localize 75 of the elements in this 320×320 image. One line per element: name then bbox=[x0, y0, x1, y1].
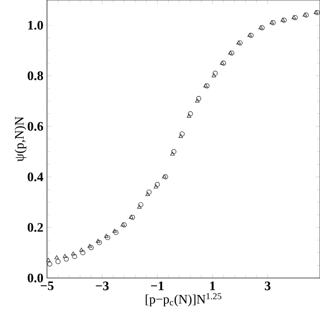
point bbox=[96, 238, 100, 243]
point bbox=[229, 50, 234, 56]
point bbox=[80, 250, 86, 256]
point bbox=[204, 83, 210, 88]
y-axis-title: ψ(p,N)N bbox=[14, 116, 26, 162]
x-tick-label: −5 bbox=[40, 282, 54, 290]
point bbox=[154, 182, 160, 187]
point bbox=[186, 114, 192, 118]
point bbox=[137, 204, 142, 209]
point bbox=[260, 25, 265, 30]
x-tick-label: −1 bbox=[151, 282, 164, 290]
point bbox=[154, 184, 158, 188]
x-tick-label: 3 bbox=[264, 282, 270, 290]
point bbox=[247, 32, 252, 37]
point bbox=[270, 20, 274, 24]
point bbox=[236, 40, 241, 44]
y-tick-label: 0.4 bbox=[28, 172, 44, 182]
point bbox=[47, 262, 52, 267]
point bbox=[248, 32, 254, 38]
y-tick-label: 1.0 bbox=[28, 20, 43, 30]
point bbox=[138, 202, 144, 208]
y-tick-label: 0.8 bbox=[28, 71, 44, 80]
point bbox=[280, 18, 285, 22]
point bbox=[64, 256, 69, 262]
x-axis-title: [p−p$_{c}$(N)]N$^{1.25}$ bbox=[146, 293, 222, 306]
point bbox=[128, 214, 134, 219]
y-tick-label: 0.6 bbox=[28, 122, 44, 131]
point bbox=[302, 12, 308, 17]
point bbox=[88, 245, 94, 250]
point bbox=[72, 254, 78, 260]
point bbox=[220, 60, 224, 65]
point bbox=[162, 174, 166, 178]
point bbox=[79, 248, 84, 252]
point bbox=[314, 10, 320, 16]
point bbox=[104, 234, 108, 238]
y-tick-label: 0.0 bbox=[28, 274, 43, 282]
x-tick-label: 1 bbox=[210, 282, 216, 290]
point bbox=[146, 190, 152, 195]
point bbox=[292, 15, 296, 20]
point bbox=[163, 174, 168, 180]
point bbox=[70, 251, 76, 256]
point bbox=[171, 149, 176, 154]
point bbox=[228, 50, 233, 54]
point bbox=[282, 18, 287, 23]
point bbox=[46, 258, 51, 262]
point bbox=[238, 40, 243, 46]
point bbox=[178, 134, 183, 138]
point bbox=[54, 255, 59, 260]
point bbox=[188, 111, 193, 116]
x-tick-label: −3 bbox=[96, 282, 109, 290]
point bbox=[258, 25, 263, 30]
point bbox=[130, 214, 135, 220]
y-tick-label: 0.2 bbox=[28, 223, 43, 232]
point bbox=[292, 15, 298, 20]
point bbox=[145, 192, 150, 196]
point bbox=[203, 83, 208, 88]
point bbox=[170, 152, 175, 156]
point bbox=[62, 254, 68, 258]
point bbox=[112, 228, 117, 233]
point bbox=[314, 10, 318, 14]
point bbox=[96, 240, 102, 246]
point bbox=[304, 12, 309, 18]
point bbox=[120, 222, 126, 226]
point bbox=[113, 230, 118, 236]
point bbox=[105, 235, 110, 240]
point bbox=[88, 244, 92, 248]
point bbox=[270, 20, 276, 26]
point bbox=[196, 96, 202, 102]
point bbox=[220, 60, 226, 66]
point bbox=[180, 131, 185, 136]
point bbox=[56, 259, 61, 264]
point bbox=[195, 98, 200, 102]
point bbox=[122, 222, 127, 228]
point bbox=[212, 73, 216, 78]
point bbox=[212, 70, 218, 76]
